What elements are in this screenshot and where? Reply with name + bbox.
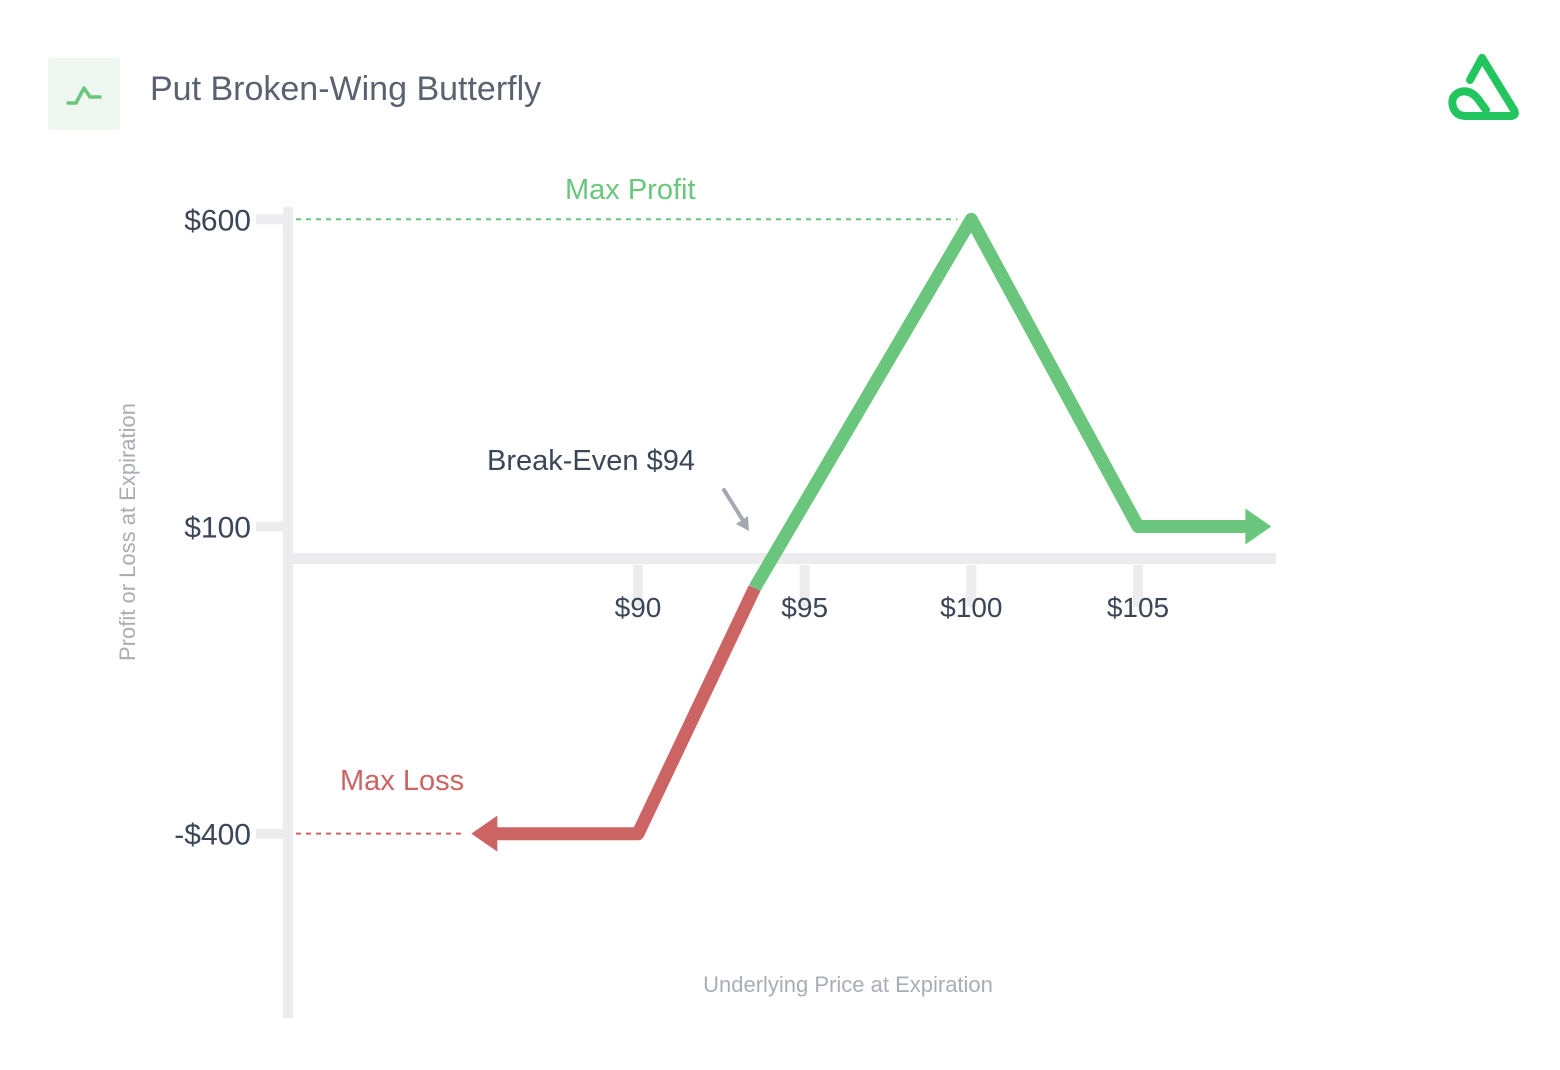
y-tick-mark-1 (256, 521, 286, 532)
profit-segment (749, 212, 1257, 592)
x-tick-label-0: $90 (615, 592, 662, 623)
x-tick-mark-0 (633, 564, 643, 607)
brand-logo-icon (1448, 54, 1519, 120)
max-loss-label: Max Loss (340, 765, 464, 797)
x-tick-label-3: $105 (1107, 592, 1169, 623)
break-even-pointer (722, 488, 746, 524)
y-tick-mark-2 (256, 828, 286, 839)
y-tick-label-0: $600 (184, 204, 251, 237)
loss-arrow-head (471, 815, 498, 852)
y-tick-label-1: $100 (184, 511, 251, 544)
y-tick-marks (256, 214, 286, 839)
strategy-icon-tile (48, 58, 120, 130)
y-tick-labels: $600 $100 -$400 (174, 204, 251, 851)
x-axis-line (290, 553, 1276, 564)
payoff-line (471, 212, 1272, 852)
break-even-pointer-head (736, 516, 749, 531)
max-profit-label: Max Profit (565, 174, 696, 206)
loss-segment (486, 585, 761, 841)
x-tick-labels: $90 $95 $100 $105 (615, 592, 1170, 623)
chart-axes (283, 207, 1276, 1018)
break-even-label: Break-Even $94 (487, 445, 695, 477)
x-tick-mark-2 (966, 564, 977, 607)
x-tick-marks (633, 564, 1143, 607)
y-axis-line (283, 207, 293, 1018)
y-tick-label-2: -$400 (174, 819, 251, 852)
line-chart-icon (66, 86, 102, 105)
x-tick-mark-1 (799, 564, 810, 607)
y-axis-title: Profit or Loss at Expiration (115, 403, 140, 661)
guide-lines (296, 218, 958, 835)
x-axis-title: Underlying Price at Expiration (703, 972, 993, 997)
y-tick-mark-0 (256, 214, 286, 225)
page-title: Put Broken-Wing Butterfly (150, 70, 542, 108)
x-tick-mark-3 (1133, 564, 1143, 607)
x-tick-label-2: $100 (940, 592, 1002, 623)
x-tick-label-1: $95 (781, 592, 828, 623)
profit-arrow-head (1245, 508, 1272, 545)
